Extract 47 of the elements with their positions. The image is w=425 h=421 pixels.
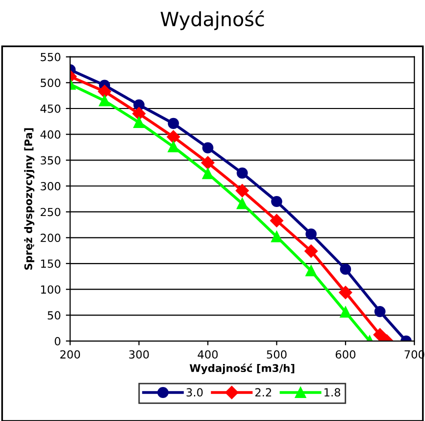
x-tick-label: 400 — [198, 350, 218, 359]
point — [306, 228, 317, 240]
point — [338, 286, 352, 300]
point — [271, 196, 282, 208]
y-tick-label: 400 — [40, 130, 60, 139]
legend-label: 1.8 — [324, 388, 340, 397]
y-tick-label: 150 — [41, 259, 60, 268]
point — [202, 168, 214, 180]
point — [236, 168, 248, 179]
y-tick-label: 550 — [40, 52, 60, 62]
point — [270, 214, 284, 228]
point — [133, 116, 145, 128]
point — [340, 306, 352, 318]
point — [271, 231, 282, 242]
x-tick-label: 300 — [129, 350, 149, 359]
chart-title: Wydajność — [160, 10, 264, 30]
point — [306, 265, 317, 276]
point — [236, 184, 249, 198]
y-tick-label: 0 — [54, 336, 60, 346]
point — [236, 198, 248, 210]
y-tick-label: 200 — [40, 234, 60, 242]
x-tick-label: 600 — [336, 350, 356, 359]
point — [98, 95, 110, 106]
point — [168, 141, 179, 152]
y-tick-label: 300 — [40, 182, 60, 190]
point — [132, 107, 146, 120]
x-axis-title: Wydajność [m3/h] — [190, 364, 294, 374]
point — [304, 244, 318, 258]
y-axis-title: Spręż dyspozycyjny [Pa] — [24, 128, 34, 270]
y-tick-label: 50 — [48, 311, 60, 320]
point — [373, 328, 387, 342]
y-tick-label: 450 — [40, 104, 60, 113]
point — [374, 306, 386, 318]
x-tick-label: 200 — [60, 350, 80, 359]
point — [201, 156, 214, 170]
point — [98, 84, 112, 98]
x-tick-label: 500 — [266, 350, 287, 359]
legend-label: 2.2 — [255, 388, 272, 396]
y-tick-label: 350 — [40, 156, 60, 165]
y-tick-label: 100 — [41, 285, 60, 294]
point — [340, 264, 352, 275]
y-tick-label: 250 — [40, 208, 60, 216]
y-tick-label: 500 — [40, 78, 60, 88]
point — [202, 142, 214, 154]
legend-label: 3.0 — [186, 388, 203, 397]
point — [168, 118, 179, 130]
point — [166, 130, 180, 144]
